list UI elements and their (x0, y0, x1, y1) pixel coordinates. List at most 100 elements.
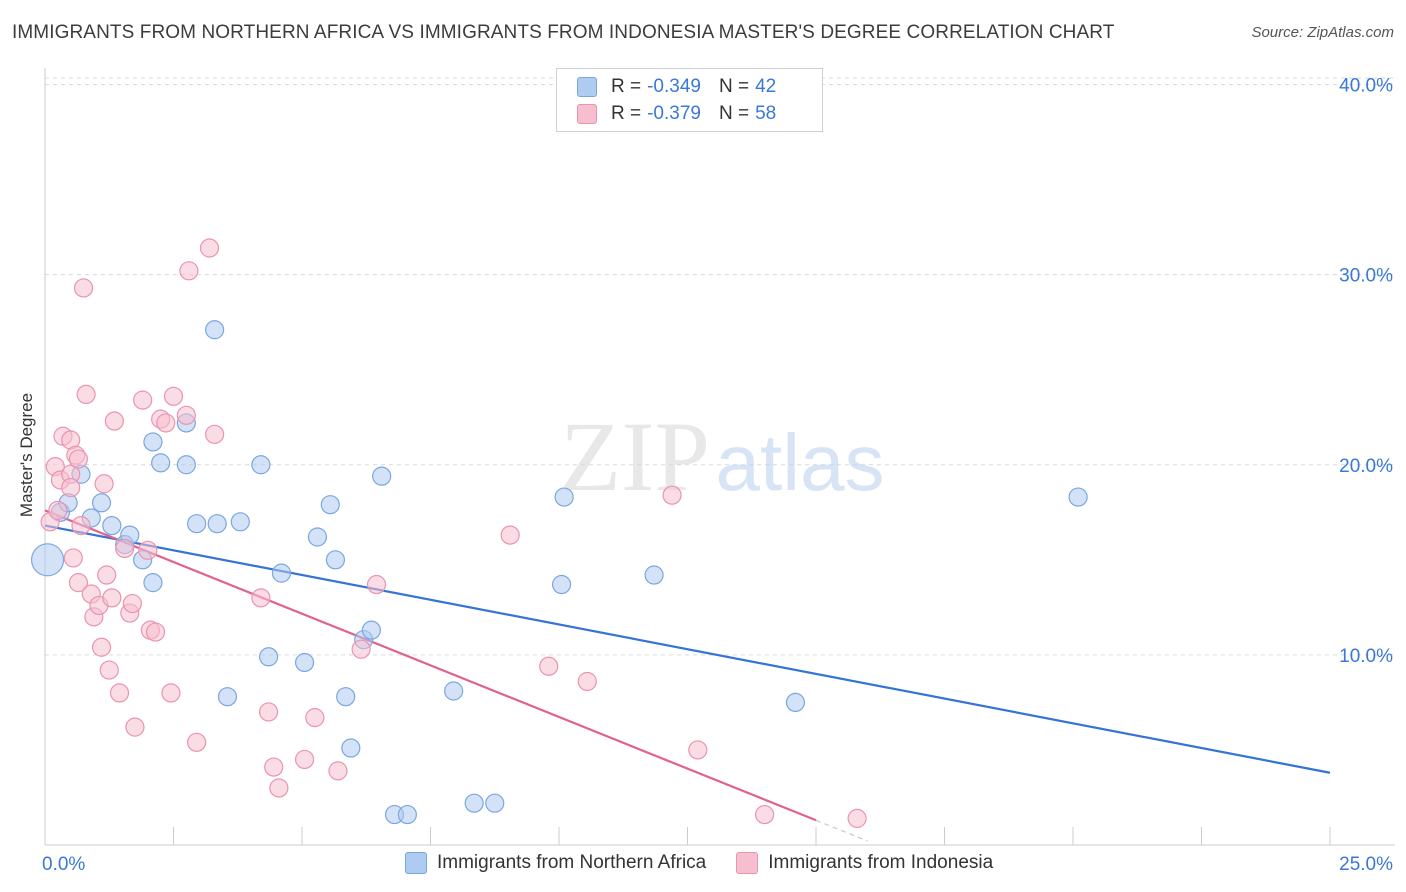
r-label: R = (611, 103, 642, 124)
legend-item-northern-africa[interactable]: Immigrants from Northern Africa (405, 852, 706, 874)
data-point (336, 687, 356, 707)
data-point (251, 455, 271, 475)
gridlines (45, 77, 1395, 656)
data-point (271, 563, 292, 583)
data-point (554, 487, 574, 507)
watermark-zip: ZIP (560, 401, 710, 512)
r-value: -0.379 (647, 103, 701, 124)
data-point (644, 565, 664, 585)
x-tick-label: 0.0% (42, 854, 85, 875)
y-axis-label: Master's Degree (17, 393, 36, 517)
data-point (328, 761, 348, 781)
data-point (61, 477, 81, 498)
data-point (366, 574, 387, 595)
n-label: N = (718, 76, 750, 97)
data-point (269, 778, 289, 798)
data-point (320, 495, 340, 515)
data-point (397, 804, 417, 825)
data-point (444, 681, 464, 701)
series-legend: Immigrants from Northern Africa Immigran… (405, 852, 1023, 874)
data-point (143, 573, 163, 593)
data-point (294, 749, 315, 770)
data-point (187, 732, 207, 752)
data-point (91, 493, 112, 513)
data-point (68, 449, 89, 469)
data-point (73, 278, 94, 298)
data-point (143, 432, 163, 452)
data-point (464, 793, 484, 813)
data-point (94, 474, 114, 494)
pink-swatch-icon (736, 852, 759, 874)
data-point (63, 548, 83, 568)
data-point (754, 804, 775, 825)
stats-row-northern-africa: R = -0.349 N = 42 (577, 75, 776, 99)
chart-title: IMMIGRANTS FROM NORTHERN AFRICA VS IMMIG… (12, 22, 1115, 43)
data-point (1068, 487, 1088, 507)
data-point (264, 757, 284, 777)
data-point (125, 717, 145, 737)
data-point (205, 424, 225, 444)
n-value: 58 (755, 103, 777, 124)
data-point (307, 527, 328, 547)
y-tick-label: 20.0% (1339, 456, 1393, 477)
data-point (351, 639, 371, 659)
legend-label: Immigrants from Northern Africa (437, 852, 707, 873)
stats-row-indonesia: R = -0.379 N = 58 (577, 102, 776, 126)
data-point (122, 593, 142, 614)
legend-item-indonesia[interactable]: Immigrants from Indonesia (736, 852, 993, 874)
x-tick-label: 25.0% (1339, 854, 1393, 875)
data-point (199, 238, 220, 258)
n-value: 42 (755, 76, 777, 97)
data-point (48, 500, 68, 520)
data-point (688, 740, 708, 760)
axes (44, 68, 1395, 846)
blue-swatch-icon (577, 77, 597, 97)
r-label: R = (611, 76, 642, 97)
data-point (104, 411, 124, 431)
data-point (500, 525, 520, 545)
data-point (361, 620, 381, 640)
source-credit: Source: ZipAtlas.com (1251, 24, 1394, 41)
data-point (207, 514, 227, 534)
n-label: N = (718, 103, 750, 124)
stats-legend: R = -0.349 N = 42 R = -0.379 N = 58 (556, 68, 823, 132)
data-point (151, 453, 171, 473)
data-point (305, 708, 325, 728)
y-tick-label: 40.0% (1339, 76, 1393, 97)
data-point (251, 588, 271, 608)
data-point (109, 683, 130, 703)
trend-line-indonesia (44, 509, 817, 822)
data-point (551, 574, 572, 595)
data-point (258, 647, 279, 667)
data-point (372, 466, 392, 486)
data-point (145, 622, 166, 642)
data-point (258, 702, 279, 722)
data-point (30, 543, 65, 577)
data-point (163, 386, 184, 406)
data-point (133, 390, 153, 410)
y-tick-label: 30.0% (1339, 266, 1393, 287)
data-point (187, 514, 207, 534)
blue-swatch-icon (405, 852, 427, 874)
y-tick-label: 10.0% (1339, 646, 1393, 667)
data-point (341, 738, 361, 758)
data-point (217, 687, 238, 707)
data-point (68, 573, 89, 593)
data-point (102, 515, 122, 536)
legend-label: Immigrants from Indonesia (768, 852, 994, 873)
trend-lines (44, 509, 1331, 842)
trend-line-northern-africa (44, 524, 1331, 774)
watermark-atlas: atlas (716, 418, 885, 507)
r-value: -0.349 (647, 76, 701, 97)
data-point (230, 512, 250, 532)
data-point (138, 540, 158, 560)
pink-swatch-icon (577, 104, 597, 124)
data-point (97, 565, 117, 585)
trend-line-extension (815, 819, 868, 842)
data-point (485, 793, 505, 813)
data-point (294, 652, 315, 673)
data-point (71, 515, 91, 536)
tick-labels: 10.0% 20.0% 30.0% 40.0% 0.0% 25.0% (42, 76, 1393, 875)
data-point (99, 660, 119, 680)
